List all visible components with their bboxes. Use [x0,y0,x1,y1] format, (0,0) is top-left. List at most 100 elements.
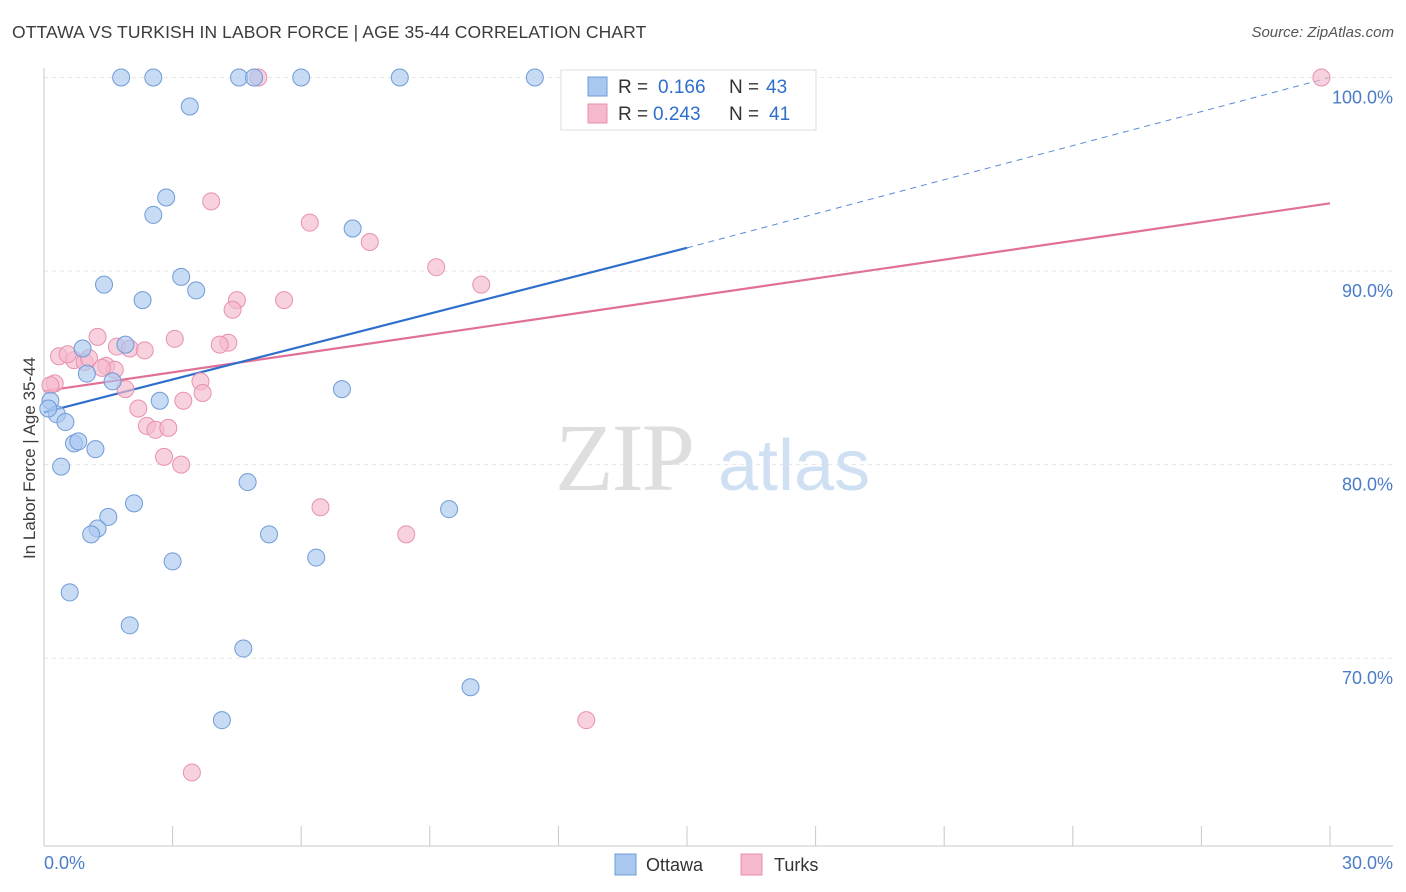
bottom-legend-label-ottawa: Ottawa [646,855,704,875]
turks-point [472,275,491,294]
ottawa-point [234,639,253,658]
y-tick-label: 80.0% [1342,475,1393,495]
series-legend: Ottawa Turks [614,853,818,876]
ottawa-point [95,275,114,294]
turks-point [1312,68,1331,87]
gridlines [44,76,1393,659]
turks-point [41,376,60,395]
ottawa-point [56,413,75,432]
turks-point [58,345,77,364]
ottawa-point [125,494,144,513]
legend-n-value-ottawa: 43 [766,77,787,98]
turks-point [172,455,191,474]
ottawa-point [99,507,118,526]
ottawa-point [212,711,231,730]
ottawa-point [157,188,176,207]
chart-source: Source: ZipAtlas.com [1251,24,1394,41]
ottawa-point [245,68,264,87]
ottawa-point [332,380,351,399]
legend-swatch-turks [587,103,608,124]
ottawa-point [86,440,105,459]
ottawa-point [144,68,163,87]
chart-title: OTTAWA VS TURKISH IN LABOR FORCE | AGE 3… [12,22,647,42]
ottawa-point [230,68,249,87]
ottawa-point [260,525,279,544]
y-tick-label: 90.0% [1342,281,1393,301]
ottawa-point [52,457,71,476]
ottawa-point [77,364,96,383]
turks-point [300,213,319,232]
y-tick-label: 70.0% [1342,668,1393,688]
stats-legend: R = 0.166 N = 43 R = 0.243 N = 41 [560,69,817,131]
turks-point [165,329,184,348]
ottawa-point [307,548,326,567]
legend-r-value-ottawa: 0.166 [658,77,706,98]
ottawa-point [461,678,480,697]
legend-swatch-ottawa [587,76,608,97]
turks-point [135,341,154,360]
turks-point [577,711,596,730]
turks-point [159,418,178,437]
ottawa-point [60,583,79,602]
trend-lines [43,77,1331,414]
x-tick-label-max: 30.0% [1342,853,1393,873]
y-axis-label: In Labor Force | Age 35-44 [20,357,39,559]
y-tick-labels: 100.0% 90.0% 80.0% 70.0% [1332,87,1393,688]
legend-r-label-turks: R = [618,104,648,125]
ottawa-point [82,525,101,544]
turks-point [182,763,201,782]
legend-r-label-ottawa: R = [618,77,648,98]
ottawa-point [103,372,122,391]
ottawa-point [73,339,92,358]
ottawa-point [144,205,163,224]
ottawa-point [120,616,139,635]
ottawa-point [163,552,182,571]
ottawa-trend-line-extension [686,77,1331,249]
turks-point [129,399,148,418]
turks-point [360,233,379,252]
ottawa-points [39,68,544,730]
turks-point [311,498,330,517]
ottawa-point [343,219,362,238]
turks-point [174,391,193,410]
watermark: ZIP atlas [555,404,870,511]
ottawa-point [112,68,131,87]
ottawa-point [390,68,409,87]
turks-point [397,525,416,544]
legend-n-label-ottawa: N = [729,77,759,98]
ottawa-point [133,291,152,310]
ottawa-point [39,399,58,418]
legend-r-value-turks: 0.243 [653,104,701,125]
turks-point [88,327,107,346]
ottawa-point [150,391,169,410]
ottawa-point [116,335,135,354]
ottawa-point [440,500,459,519]
legend-n-value-turks: 41 [769,104,790,125]
legend-n-label-turks: N = [729,104,759,125]
y-tick-label: 100.0% [1332,87,1393,107]
ottawa-point [172,267,191,286]
ottawa-point [292,68,311,87]
x-tick-label-min: 0.0% [44,853,85,873]
turks-point [427,258,446,277]
ottawa-point [180,97,199,116]
turks-point [202,192,221,211]
ottawa-point [187,281,206,300]
ottawa-point [525,68,544,87]
turks-point [155,447,174,466]
bottom-legend-swatch-ottawa [614,853,637,876]
bottom-legend-swatch-turks [740,853,763,876]
turks-point [210,335,229,354]
turks-point [223,300,242,319]
ottawa-trend-line [43,246,688,414]
axes [43,68,1393,847]
ottawa-point [69,432,88,451]
bottom-legend-label-turks: Turks [774,855,818,875]
turks-point [275,291,294,310]
turks-points [41,68,1331,782]
watermark-atlas: atlas [718,426,870,506]
ottawa-point [238,473,257,492]
watermark-zip: ZIP [555,404,693,511]
turks-trend-line [43,202,1331,393]
